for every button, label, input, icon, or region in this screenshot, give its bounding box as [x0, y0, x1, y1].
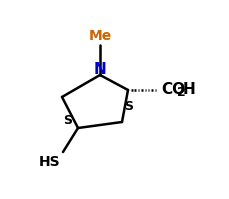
Text: S: S: [124, 100, 133, 113]
Text: 2: 2: [177, 87, 186, 100]
Text: N: N: [94, 62, 106, 77]
Text: HS: HS: [39, 155, 61, 169]
Text: Me: Me: [88, 29, 112, 43]
Text: CO: CO: [161, 83, 185, 98]
Text: S: S: [63, 113, 72, 127]
Text: H: H: [183, 83, 196, 98]
